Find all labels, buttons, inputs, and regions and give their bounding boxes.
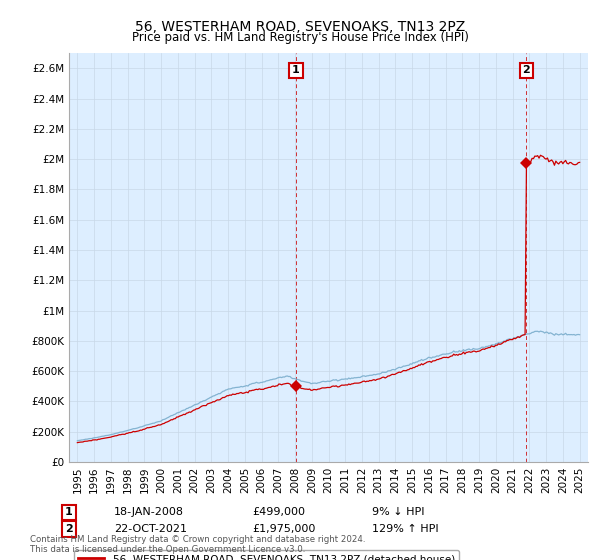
Text: 1: 1 xyxy=(65,507,73,517)
Text: 129% ↑ HPI: 129% ↑ HPI xyxy=(372,524,439,534)
Legend: 56, WESTERHAM ROAD, SEVENOAKS, TN13 2PZ (detached house), HPI: Average price, de: 56, WESTERHAM ROAD, SEVENOAKS, TN13 2PZ … xyxy=(74,550,459,560)
Text: £499,000: £499,000 xyxy=(252,507,305,517)
Text: 2: 2 xyxy=(65,524,73,534)
Text: 22-OCT-2021: 22-OCT-2021 xyxy=(114,524,187,534)
Text: Price paid vs. HM Land Registry's House Price Index (HPI): Price paid vs. HM Land Registry's House … xyxy=(131,31,469,44)
Text: 9% ↓ HPI: 9% ↓ HPI xyxy=(372,507,425,517)
Text: 2: 2 xyxy=(523,66,530,76)
Text: 1: 1 xyxy=(292,66,300,76)
Text: 18-JAN-2008: 18-JAN-2008 xyxy=(114,507,184,517)
Text: £1,975,000: £1,975,000 xyxy=(252,524,316,534)
Text: 56, WESTERHAM ROAD, SEVENOAKS, TN13 2PZ: 56, WESTERHAM ROAD, SEVENOAKS, TN13 2PZ xyxy=(135,20,465,34)
Text: Contains HM Land Registry data © Crown copyright and database right 2024.
This d: Contains HM Land Registry data © Crown c… xyxy=(30,535,365,554)
